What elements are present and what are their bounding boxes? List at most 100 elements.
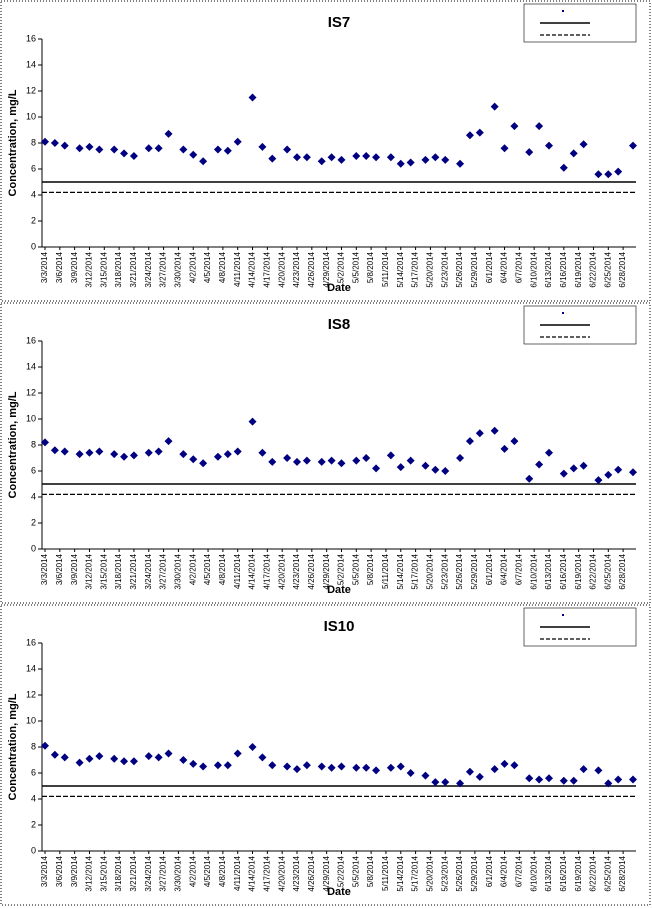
x-tick-label: 4/29/2014 — [322, 855, 331, 891]
data-point — [50, 750, 59, 759]
data-point — [629, 468, 637, 477]
x-tick-label: 3/15/2014 — [99, 553, 108, 589]
data-point — [110, 450, 119, 459]
data-point — [129, 451, 138, 460]
data-point — [510, 761, 519, 770]
data-point — [199, 762, 208, 771]
chart-panel: IS8 0 2 4 6 8 10 12 14 16 3/3/2014 3/6/2014 3/9/2014… — [0, 302, 651, 604]
data-point — [258, 753, 267, 762]
data-point — [604, 170, 613, 179]
data-point — [579, 140, 588, 149]
data-point — [258, 142, 267, 151]
x-tick-label: 6/25/2014 — [603, 855, 612, 891]
data-point — [525, 148, 534, 157]
data-point — [525, 774, 534, 783]
y-tick-label: 6 — [31, 465, 36, 475]
x-tick-label: 6/7/2014 — [514, 251, 523, 283]
x-tick-label: 4/14/2014 — [248, 855, 257, 891]
data-point — [362, 152, 371, 160]
x-tick-label: 6/28/2014 — [618, 251, 627, 287]
panel-border — [0, 0, 651, 302]
data-point — [189, 150, 198, 159]
y-tick-label: 16 — [26, 335, 36, 345]
y-tick-label: 0 — [31, 241, 36, 251]
data-point — [41, 137, 49, 146]
x-tick-label: 3/6/2014 — [55, 855, 64, 887]
data-point — [327, 456, 336, 465]
x-tick-label: 4/20/2014 — [277, 855, 286, 891]
x-tick-label: 6/25/2014 — [603, 251, 612, 287]
data-point — [248, 743, 257, 751]
y-tick-label: 10 — [26, 715, 36, 725]
x-tick-label: 5/8/2014 — [366, 855, 375, 887]
x-tick-label: 5/5/2014 — [351, 855, 360, 887]
data-point — [95, 145, 104, 154]
data-point — [268, 457, 277, 466]
data-point — [179, 450, 188, 459]
x-tick-label: 5/8/2014 — [366, 251, 375, 283]
x-tick-label: 3/21/2014 — [129, 251, 138, 287]
x-tick-label: 4/14/2014 — [248, 553, 257, 589]
x-tick-label: 4/23/2014 — [292, 855, 301, 891]
data-point — [545, 774, 553, 783]
data-point — [120, 149, 129, 158]
x-tick-label: 4/5/2014 — [203, 855, 212, 887]
x-tick-label: 4/14/2014 — [248, 251, 257, 287]
data-point — [302, 761, 311, 770]
data-point — [293, 765, 301, 774]
data-point — [475, 429, 484, 438]
data-point — [95, 752, 104, 761]
data-point — [317, 762, 326, 771]
data-point — [431, 153, 440, 162]
x-tick-label: 6/19/2014 — [574, 855, 583, 891]
data-point — [490, 102, 499, 111]
data-point — [85, 142, 94, 151]
x-axis-label: Date — [327, 282, 351, 294]
x-tick-label: 5/29/2014 — [470, 251, 479, 287]
x-tick-label: 5/23/2014 — [440, 855, 449, 891]
x-tick-label: 6/16/2014 — [559, 553, 568, 589]
data-point — [154, 447, 163, 456]
data-point — [293, 457, 301, 466]
data-point — [337, 459, 346, 468]
data-point — [110, 754, 119, 763]
x-tick-label: 5/11/2014 — [381, 553, 390, 589]
x-tick-label: 6/10/2014 — [529, 553, 538, 589]
data-point — [545, 448, 553, 457]
y-tick-label: 14 — [26, 361, 36, 371]
data-point — [406, 769, 415, 777]
data-point — [41, 741, 49, 750]
x-tick-label: 3/12/2014 — [85, 855, 94, 891]
x-tick-label: 4/8/2014 — [218, 251, 227, 283]
data-point — [85, 754, 94, 763]
data-point — [490, 765, 499, 774]
data-point — [268, 761, 277, 770]
data-point — [431, 778, 440, 787]
x-tick-label: 6/16/2014 — [559, 855, 568, 891]
data-point — [154, 144, 163, 153]
x-tick-label: 6/28/2014 — [618, 553, 627, 589]
x-tick-label: 5/20/2014 — [426, 553, 435, 589]
x-tick-label: 3/21/2014 — [129, 855, 138, 891]
x-tick-label: 3/24/2014 — [144, 553, 153, 589]
x-tick-label: 6/1/2014 — [485, 251, 494, 283]
data-point — [465, 131, 474, 140]
data-point — [85, 448, 94, 457]
x-tick-label: 5/14/2014 — [396, 855, 405, 891]
x-tick-label: 5/17/2014 — [411, 251, 420, 287]
x-tick-label: 4/11/2014 — [233, 251, 242, 287]
data-point — [60, 447, 69, 456]
data-point — [268, 154, 277, 163]
data-point — [629, 775, 637, 784]
x-tick-label: 4/23/2014 — [292, 251, 301, 287]
x-tick-label: 4/11/2014 — [233, 855, 242, 891]
x-tick-label: 4/20/2014 — [277, 553, 286, 589]
data-point — [475, 772, 484, 781]
x-tick-label: 5/26/2014 — [455, 553, 464, 589]
data-point — [327, 153, 336, 162]
x-tick-label: 3/3/2014 — [40, 553, 49, 585]
data-point — [559, 469, 568, 478]
x-tick-label: 6/13/2014 — [544, 553, 553, 589]
data-point — [525, 474, 534, 483]
y-tick-label: 0 — [31, 543, 36, 553]
